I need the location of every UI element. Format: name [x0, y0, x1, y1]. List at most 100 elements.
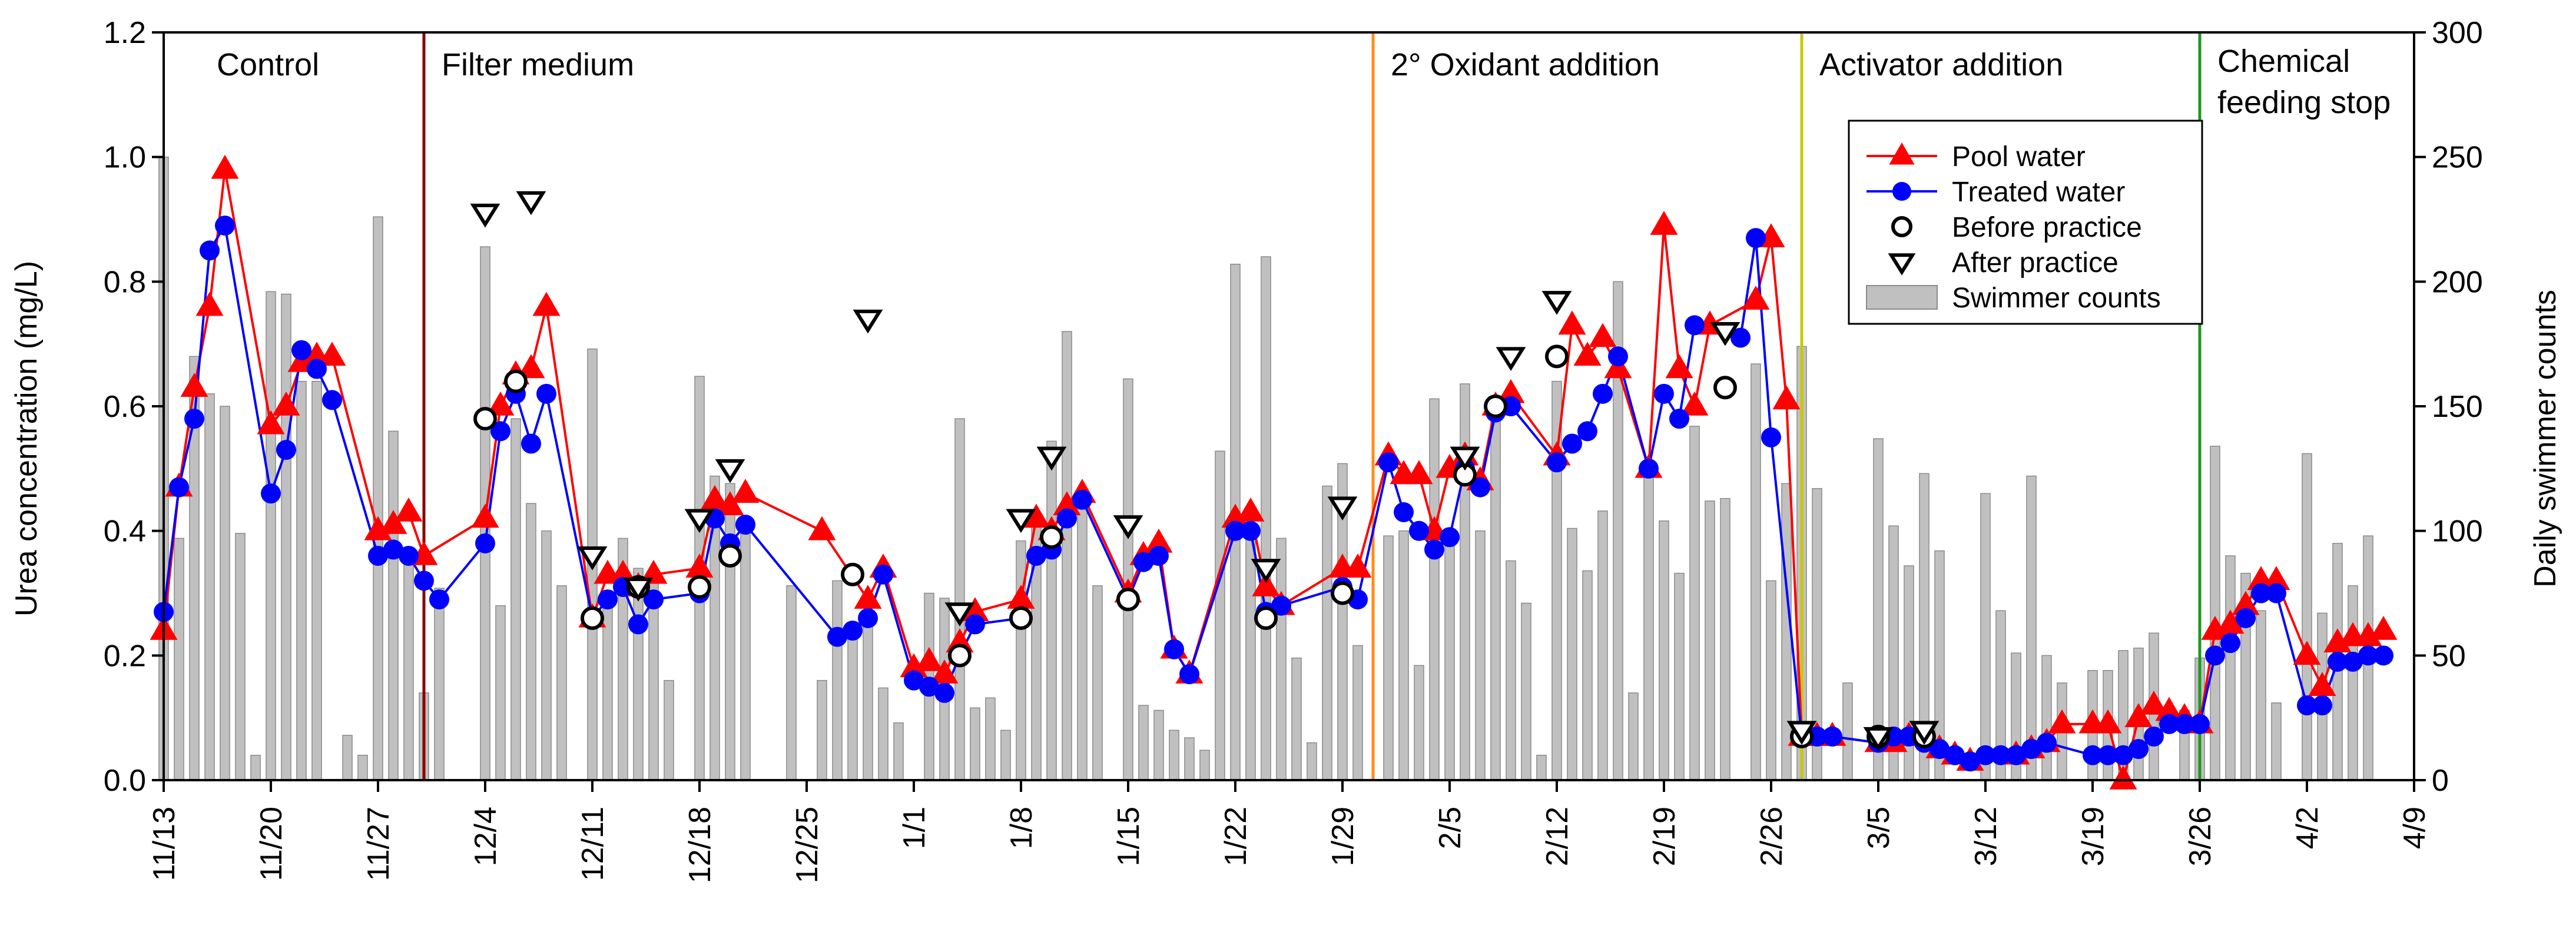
pool-water-point — [532, 291, 561, 316]
treated-water-point — [1822, 726, 1842, 747]
treated-water-point — [965, 614, 985, 635]
treated-water-point — [2205, 645, 2225, 666]
swimmer-bar — [1628, 692, 1639, 781]
treated-water-point — [521, 433, 541, 454]
swimmer-bar — [786, 585, 797, 781]
pool-water-point — [517, 354, 545, 379]
before-practice-point — [1713, 376, 1737, 400]
y2-tick-label: 0 — [2432, 764, 2449, 798]
y2-tick-label: 150 — [2432, 390, 2483, 424]
treated-water-point — [2373, 645, 2393, 666]
treated-water-point — [2343, 651, 2363, 672]
after-practice-point — [1863, 727, 1894, 751]
phase-label: 2° Oxidant addition — [1391, 47, 1660, 82]
treated-water-point — [2328, 651, 2348, 672]
treated-water-point — [1133, 552, 1153, 572]
treated-water-point — [1241, 520, 1261, 541]
phase-label: Chemical — [2217, 44, 2350, 79]
treated-water-point — [1761, 427, 1781, 447]
y-tick-label: 0.8 — [104, 265, 146, 299]
after-practice-point — [623, 577, 654, 602]
pool-water-point — [1405, 460, 1433, 485]
phase-label: Filter medium — [442, 47, 634, 82]
treated-water-point — [2021, 739, 2041, 760]
pool-water-point — [211, 154, 239, 179]
treated-water-point — [490, 421, 510, 442]
treated-water-point — [429, 589, 449, 610]
swimmer-bar — [863, 620, 873, 781]
legend-entry: Treated water — [1952, 177, 2125, 208]
swimmer-bar — [1153, 709, 1164, 781]
swimmer-bar — [664, 679, 674, 781]
pool-water-point — [2140, 690, 2168, 715]
after-practice-point — [1327, 496, 1358, 520]
pool-water-point — [2094, 709, 2122, 734]
y-axis-label: Urea concentration (mg/L) — [9, 261, 44, 616]
swimmer-bar — [2041, 655, 2052, 781]
pool-water-point — [2048, 709, 2076, 734]
treated-water-point — [1394, 502, 1414, 522]
legend-entry: Swimmer counts — [1952, 283, 2161, 314]
before-practice-point — [1009, 606, 1033, 630]
swimmer-bar — [204, 393, 215, 781]
pool-water-point — [1236, 497, 1265, 522]
swimmer-bar — [1674, 572, 1685, 781]
axes: 0.0 0.2 0.4 0.6 0.8 1.0 1.2 0 50 100 150 200 250 300 1… — [104, 16, 2483, 883]
legend-entry: Pool water — [1952, 141, 2086, 173]
treated-water-point — [2129, 739, 2149, 760]
after-practice-point — [1450, 446, 1480, 471]
pool-water-point — [930, 659, 959, 684]
swimmer-bar — [1322, 485, 1332, 781]
treated-water-point — [1470, 477, 1490, 498]
x-tick-label: 12/4 — [469, 807, 503, 866]
y-tick-label: 0.4 — [104, 515, 146, 549]
swimmer-bar — [1567, 528, 1577, 781]
swimmer-bar — [174, 538, 184, 781]
treated-water-point — [1378, 452, 1398, 473]
treated-water-point — [1072, 489, 1092, 510]
pool-water-point — [318, 341, 346, 366]
before-practice-point — [841, 562, 864, 586]
pool-water-point — [486, 391, 515, 416]
y-tick-label: 1.2 — [104, 16, 146, 50]
swimmer-bar — [1291, 657, 1302, 781]
swimmer-bar — [1398, 530, 1409, 781]
pool-water-point — [701, 485, 729, 509]
treated-water-point — [1164, 639, 1184, 659]
pool-water-point — [685, 553, 714, 578]
treated-water-point — [934, 682, 954, 703]
swimmer-bar — [220, 406, 230, 781]
after-practice-point — [470, 203, 500, 228]
treated-water-point — [1149, 546, 1169, 566]
treated-water-point — [827, 626, 847, 647]
swimmer-bar — [985, 697, 996, 781]
treated-water-point — [1593, 383, 1613, 404]
x-tick-label: 11/20 — [254, 807, 289, 881]
pool-water-point — [854, 585, 882, 609]
pool-water-point — [1772, 385, 1801, 410]
before-practice-point — [948, 644, 972, 668]
legend-after-marker — [1888, 253, 1916, 276]
treated-water-point — [858, 608, 878, 628]
swimmer-bar — [1276, 538, 1287, 781]
swimmer-bar — [1781, 483, 1792, 781]
swimmer-bar — [357, 754, 368, 781]
pool-water-point — [1007, 585, 1035, 609]
treated-water-point — [598, 589, 618, 610]
treated-water-point — [843, 621, 863, 641]
treated-water-point — [475, 533, 495, 553]
swimmer-bar — [1199, 750, 1210, 781]
before-practice-point — [1254, 606, 1278, 630]
swimmer-bar — [1751, 363, 1761, 781]
swimmer-bar — [250, 754, 261, 781]
swimmer-bar — [725, 483, 735, 781]
pool-water-point — [2109, 765, 2137, 790]
swimmer-bar — [2225, 555, 2236, 781]
legend-treated-marker — [1892, 182, 1911, 201]
before-practice-point — [1116, 588, 1140, 612]
y-tick-label: 0.6 — [104, 390, 146, 424]
x-tick-label: 2/5 — [1433, 807, 1467, 849]
swimmer-bar — [1092, 585, 1103, 781]
swimmer-bar — [1720, 498, 1730, 781]
swimmer-bar — [1245, 538, 1256, 781]
